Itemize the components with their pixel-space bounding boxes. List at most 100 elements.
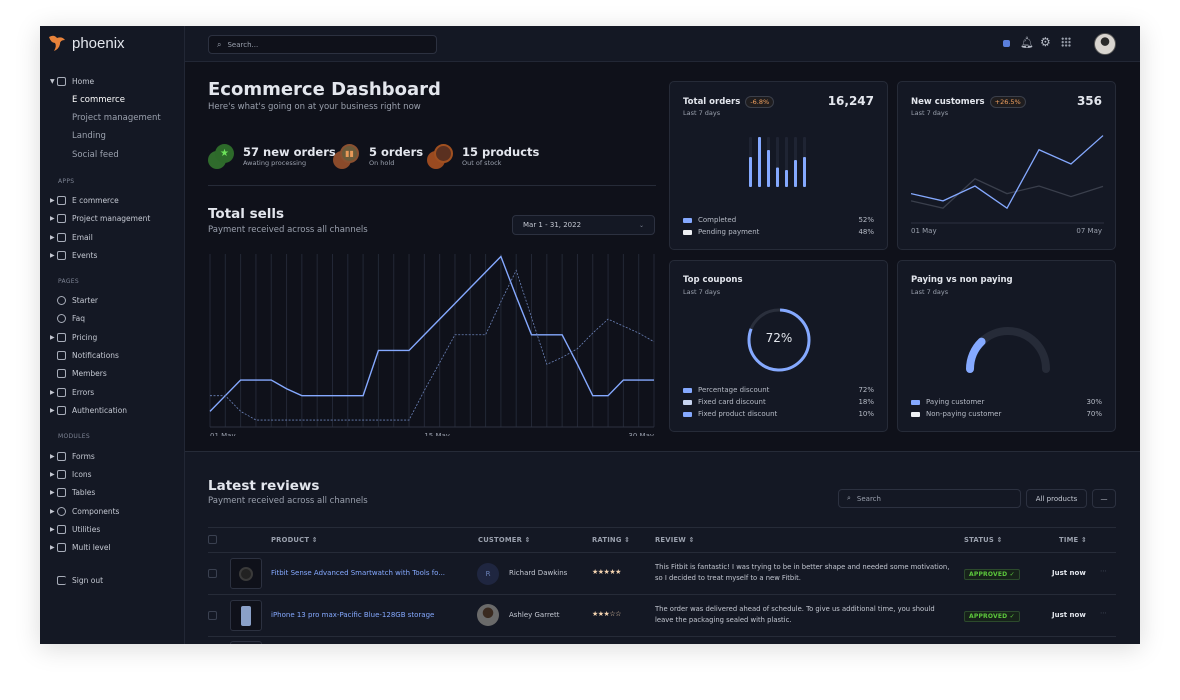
date-range-select[interactable]: Mar 1 - 31, 2022 ⌄ [512, 215, 655, 235]
column-header-rating[interactable]: RATING ⇕ [592, 536, 631, 544]
new-customers-card: New customers +26.5% Last 7 days 356 01 M… [897, 81, 1116, 250]
bell-icon[interactable]: 🔔︎ [1020, 36, 1034, 49]
sidebar-item-label: Tables [72, 487, 96, 497]
gauge-fill [966, 327, 1050, 373]
total-orders-card: Total orders -6.8% Last 7 days 16,247 Com… [669, 81, 888, 250]
product-link[interactable]: Fitbit Sense Advanced Smartwatch with To… [271, 569, 446, 577]
sidebar-item-label: E commerce [72, 195, 119, 205]
total-orders-value: 16,247 [827, 94, 874, 108]
reviews-search-input[interactable]: ⌕ Search [838, 489, 1021, 508]
product-thumbnail[interactable] [230, 558, 262, 589]
more-options-button[interactable]: — [1092, 489, 1116, 508]
column-header-status[interactable]: STATUS ⇕ [964, 536, 1003, 544]
product-thumbnail[interactable] [230, 600, 262, 631]
paying-card: Paying vs non paying Last 7 days Paying … [897, 260, 1116, 432]
gear-icon[interactable]: ⚙ [1040, 35, 1051, 49]
caret-down-icon: ▼ [50, 77, 55, 85]
row-checkbox[interactable] [208, 569, 217, 578]
table-row: iPhone 13 pro max-Pacific Blue-128GB sto… [185, 595, 1140, 636]
legend-label: Pending payment [698, 228, 760, 236]
stat-new-orders-label: Awating processing [243, 159, 307, 167]
donut-slice [747, 308, 811, 372]
brand-logo[interactable]: phoenix [48, 34, 125, 52]
row-divider [208, 594, 1116, 595]
section-title-modules: MODULES [58, 433, 90, 440]
legend-swatch [683, 399, 692, 405]
clipboard-icon [57, 213, 66, 223]
bar [803, 157, 806, 187]
theme-toggle-icon[interactable] [1003, 40, 1010, 47]
bar [767, 150, 770, 187]
legend-fixed-product-discount: Fixed product discount 10% [683, 410, 874, 418]
alert-icon [57, 387, 66, 397]
new-orders-icon: ★ [208, 143, 238, 171]
product-thumbnail[interactable] [230, 641, 262, 644]
sidebar-item-label: Events [72, 250, 98, 260]
card-title: Paying vs non paying [911, 275, 1013, 285]
clipboard-icon [57, 250, 66, 260]
tag-icon [57, 332, 66, 342]
lock-icon [57, 405, 66, 415]
legend-value: 10% [858, 410, 874, 418]
global-search-input[interactable]: ⌕ Search... [208, 35, 437, 54]
new-customers-value: 356 [1076, 94, 1102, 108]
avatar[interactable] [1094, 33, 1116, 55]
legend-swatch [683, 217, 692, 223]
customer-name[interactable]: Ashley Garrett [509, 611, 560, 619]
caret-right-icon: ▶ [50, 543, 55, 551]
x-tick-label: 15 May [424, 432, 450, 436]
caret-right-icon: ▶ [50, 233, 55, 241]
row-divider [208, 636, 1116, 637]
legend-paying-customer: Paying customer 30% [911, 398, 1102, 406]
stat-new-orders-value: 57 new orders [243, 145, 336, 159]
sidebar-item-label: Authentication [72, 405, 128, 415]
legend-label: Fixed product discount [698, 410, 778, 418]
cart-icon [57, 195, 66, 205]
section-title-pages: PAGES [58, 278, 79, 285]
row-checkbox[interactable] [208, 611, 217, 620]
apps-grid-icon[interactable] [1061, 37, 1071, 47]
x-tick-label: 07 May [1076, 227, 1102, 235]
search-icon: ⌕ [847, 494, 851, 502]
row-actions-icon[interactable]: ⋯ [1100, 567, 1107, 575]
column-header-product[interactable]: PRODUCT ⇕ [271, 536, 318, 544]
page-title: Ecommerce Dashboard [208, 79, 441, 100]
change-badge: -6.8% [745, 96, 775, 108]
card-title: Top coupons [683, 275, 743, 285]
date-range-value: Mar 1 - 31, 2022 [523, 221, 582, 229]
monitor-icon [57, 76, 66, 86]
card-period: Last 7 days [683, 109, 721, 117]
column-label: REVIEW [655, 536, 687, 544]
all-products-button[interactable]: All products [1026, 489, 1087, 508]
file-icon [57, 451, 66, 461]
column-header-time[interactable]: TIME ⇕ [1059, 536, 1087, 544]
legend-value: 18% [858, 398, 874, 406]
columns-icon [57, 487, 66, 497]
stat-on-hold-label: On hold [369, 159, 395, 167]
customer-name[interactable]: Richard Dawkins [509, 569, 568, 577]
x-tick-label: 01 May [911, 227, 937, 235]
card-title: New customers +26.5% [911, 96, 1026, 108]
column-header-review[interactable]: REVIEW ⇕ [655, 536, 695, 544]
sidebar-item-label: Project management [72, 113, 161, 123]
review-text: This Fitbit is fantastic! I was trying t… [655, 563, 950, 571]
on-hold-icon: ▮▮ [333, 143, 363, 171]
product-link[interactable]: iPhone 13 pro max-Pacific Blue-128GB sto… [271, 611, 435, 619]
reviews-title: Latest reviews [208, 478, 320, 494]
page-subtitle: Here's what's going on at your business … [208, 102, 421, 112]
orders-bar-chart [749, 137, 806, 187]
latest-reviews-section: Latest reviews Payment received across a… [185, 451, 1140, 644]
review-text: The order was delivered ahead of schedul… [655, 605, 935, 613]
caret-right-icon: ▶ [50, 333, 55, 341]
column-header-customer[interactable]: CUSTOMER ⇕ [478, 536, 531, 544]
select-all-checkbox[interactable] [208, 535, 217, 544]
bar [776, 167, 779, 187]
compass-icon [57, 295, 66, 305]
column-label: STATUS [964, 536, 994, 544]
series-line-solid [209, 255, 654, 412]
row-actions-icon[interactable]: ⋯ [1100, 609, 1107, 617]
brand-name: phoenix [72, 34, 125, 52]
donut-center-value: 72% [765, 331, 793, 345]
sidebar-item-label: Forms [72, 451, 95, 461]
legend-swatch [911, 399, 920, 405]
